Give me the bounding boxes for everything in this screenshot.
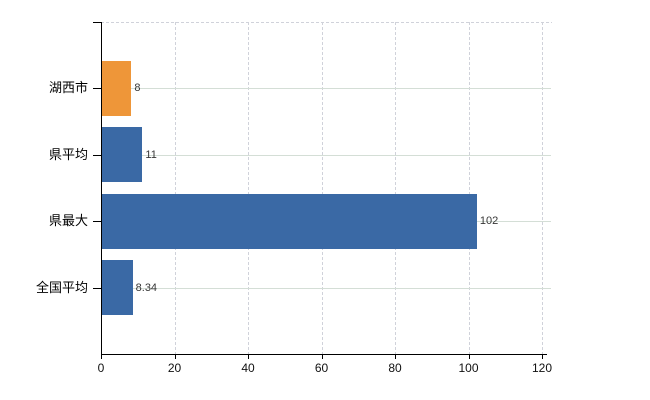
category-label: 全国平均 bbox=[35, 279, 88, 295]
bar bbox=[102, 60, 132, 116]
x-axis-tick bbox=[174, 354, 176, 359]
x-tick-label: 40 bbox=[241, 361, 255, 375]
plot-top-gridline bbox=[101, 22, 552, 23]
category-gridline bbox=[101, 287, 551, 289]
x-tick-label: 20 bbox=[167, 361, 182, 375]
category-label: 湖西市 bbox=[48, 80, 88, 96]
bar-value-label: 8.34 bbox=[135, 281, 158, 294]
x-tick-label: 100 bbox=[458, 361, 479, 375]
bar bbox=[102, 127, 143, 183]
y-axis-tick bbox=[93, 88, 101, 90]
x-axis-tick bbox=[468, 354, 470, 359]
bar-value-label: 8 bbox=[134, 82, 141, 95]
y-axis-line bbox=[101, 22, 102, 359]
x-tick-label: 60 bbox=[314, 361, 329, 375]
x-gridline bbox=[174, 22, 176, 354]
category-label: 県最大 bbox=[48, 213, 88, 229]
x-tick-label: 0 bbox=[97, 361, 105, 375]
x-gridline bbox=[468, 22, 470, 354]
x-gridline bbox=[542, 22, 543, 354]
y-axis-tick bbox=[93, 154, 101, 156]
x-axis-tick bbox=[248, 354, 249, 359]
bar bbox=[102, 260, 133, 316]
x-tick-label: 120 bbox=[531, 361, 553, 375]
x-axis-tick bbox=[321, 354, 323, 359]
y-axis-top-tick bbox=[93, 22, 101, 23]
bar bbox=[102, 193, 477, 249]
category-gridline bbox=[101, 88, 551, 90]
bar-value-label: 11 bbox=[145, 148, 157, 161]
x-gridline bbox=[395, 22, 396, 354]
x-axis-tick bbox=[395, 354, 396, 359]
bar-value-label: 102 bbox=[479, 215, 499, 228]
category-label: 県平均 bbox=[48, 146, 88, 162]
x-axis-tick bbox=[542, 354, 543, 359]
y-axis-tick bbox=[93, 221, 101, 223]
x-axis-line bbox=[101, 354, 547, 355]
category-gridline bbox=[101, 154, 551, 156]
x-gridline bbox=[321, 22, 323, 354]
x-tick-label: 80 bbox=[388, 361, 402, 375]
y-axis-tick bbox=[93, 287, 101, 289]
x-gridline bbox=[248, 22, 249, 354]
